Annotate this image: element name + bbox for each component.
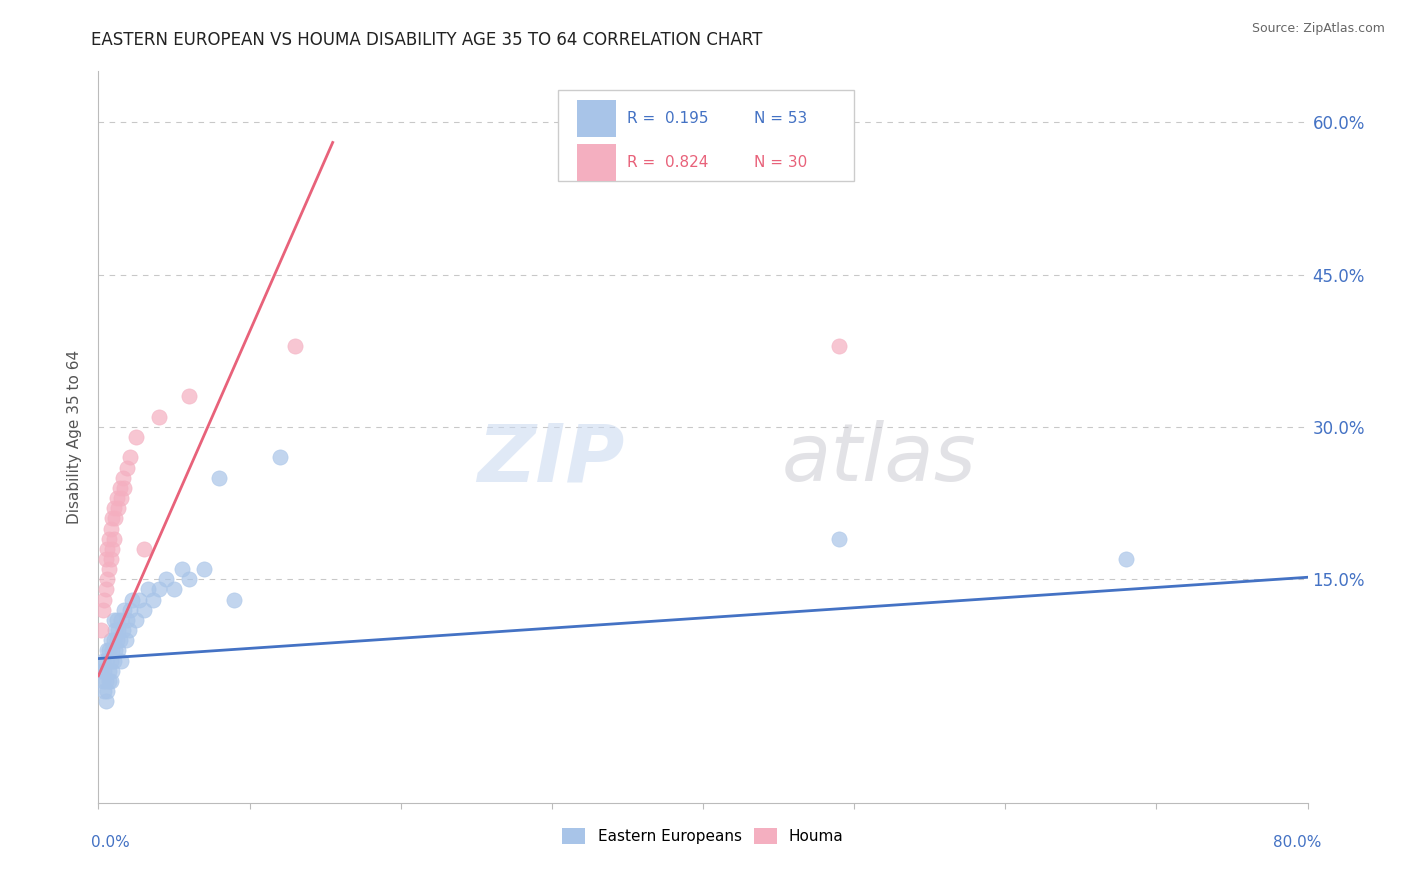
Point	[142, 592, 165, 607]
Point	[107, 623, 129, 637]
Point	[107, 501, 129, 516]
Point	[125, 430, 148, 444]
Point	[120, 603, 142, 617]
Point	[208, 471, 231, 485]
Point	[101, 643, 124, 657]
Point	[112, 603, 135, 617]
Point	[136, 582, 159, 597]
Point	[107, 643, 129, 657]
Point	[93, 592, 115, 607]
Point	[828, 532, 851, 546]
FancyBboxPatch shape	[578, 144, 616, 180]
Point	[93, 664, 115, 678]
Point	[179, 389, 201, 403]
Point	[163, 582, 186, 597]
Point	[115, 460, 138, 475]
Point	[121, 592, 143, 607]
Point	[110, 613, 132, 627]
Point	[94, 673, 117, 688]
Text: ZIP: ZIP	[477, 420, 624, 498]
Point	[115, 613, 138, 627]
Point	[224, 592, 246, 607]
Point	[100, 633, 122, 648]
Point	[98, 673, 121, 688]
Point	[103, 633, 125, 648]
Point	[155, 572, 177, 586]
Text: N = 30: N = 30	[754, 155, 807, 169]
Point	[104, 643, 127, 657]
Point	[93, 684, 115, 698]
Point	[104, 511, 127, 525]
Point	[108, 481, 131, 495]
Point	[112, 481, 135, 495]
Point	[98, 562, 121, 576]
Text: N = 53: N = 53	[754, 111, 807, 126]
Point	[98, 643, 121, 657]
Text: R =  0.824: R = 0.824	[627, 155, 709, 169]
Point	[108, 633, 131, 648]
Point	[94, 654, 117, 668]
Text: Source: ZipAtlas.com: Source: ZipAtlas.com	[1251, 22, 1385, 36]
Point	[101, 541, 124, 556]
Point	[91, 603, 114, 617]
Point	[98, 532, 121, 546]
Point	[104, 623, 127, 637]
Point	[269, 450, 291, 465]
Point	[103, 654, 125, 668]
Point	[94, 582, 117, 597]
Point	[100, 654, 122, 668]
Point	[128, 592, 150, 607]
Point	[148, 582, 170, 597]
Point	[284, 338, 307, 352]
Point	[132, 603, 155, 617]
Legend: Eastern Europeans, Houma: Eastern Europeans, Houma	[557, 822, 849, 850]
Point	[96, 572, 118, 586]
Text: 80.0%: 80.0%	[1274, 836, 1322, 850]
Point	[120, 450, 142, 465]
Point	[828, 338, 851, 352]
Point	[100, 673, 122, 688]
Point	[98, 664, 121, 678]
Point	[94, 552, 117, 566]
Point	[96, 684, 118, 698]
Point	[170, 562, 193, 576]
Point	[111, 623, 134, 637]
Point	[110, 491, 132, 505]
Point	[100, 552, 122, 566]
Point	[105, 633, 128, 648]
Point	[193, 562, 215, 576]
Point	[100, 521, 122, 535]
Point	[103, 501, 125, 516]
Point	[90, 664, 112, 678]
Point	[105, 491, 128, 505]
Point	[91, 654, 114, 668]
Point	[90, 623, 112, 637]
Point	[101, 511, 124, 525]
Point	[91, 673, 114, 688]
Point	[179, 572, 201, 586]
Point	[94, 694, 117, 708]
Text: R =  0.195: R = 0.195	[627, 111, 709, 126]
Point	[111, 471, 134, 485]
Point	[110, 654, 132, 668]
Point	[125, 613, 148, 627]
Point	[1115, 552, 1137, 566]
Point	[101, 664, 124, 678]
FancyBboxPatch shape	[578, 100, 616, 136]
Point	[118, 623, 141, 637]
Text: 0.0%: 0.0%	[91, 836, 131, 850]
Point	[103, 613, 125, 627]
Point	[132, 541, 155, 556]
Point	[96, 541, 118, 556]
Point	[96, 643, 118, 657]
Text: EASTERN EUROPEAN VS HOUMA DISABILITY AGE 35 TO 64 CORRELATION CHART: EASTERN EUROPEAN VS HOUMA DISABILITY AGE…	[91, 31, 763, 49]
Point	[148, 409, 170, 424]
Point	[105, 613, 128, 627]
Point	[114, 633, 136, 648]
Y-axis label: Disability Age 35 to 64: Disability Age 35 to 64	[67, 350, 83, 524]
Point	[103, 532, 125, 546]
Text: atlas: atlas	[782, 420, 976, 498]
FancyBboxPatch shape	[558, 90, 855, 181]
